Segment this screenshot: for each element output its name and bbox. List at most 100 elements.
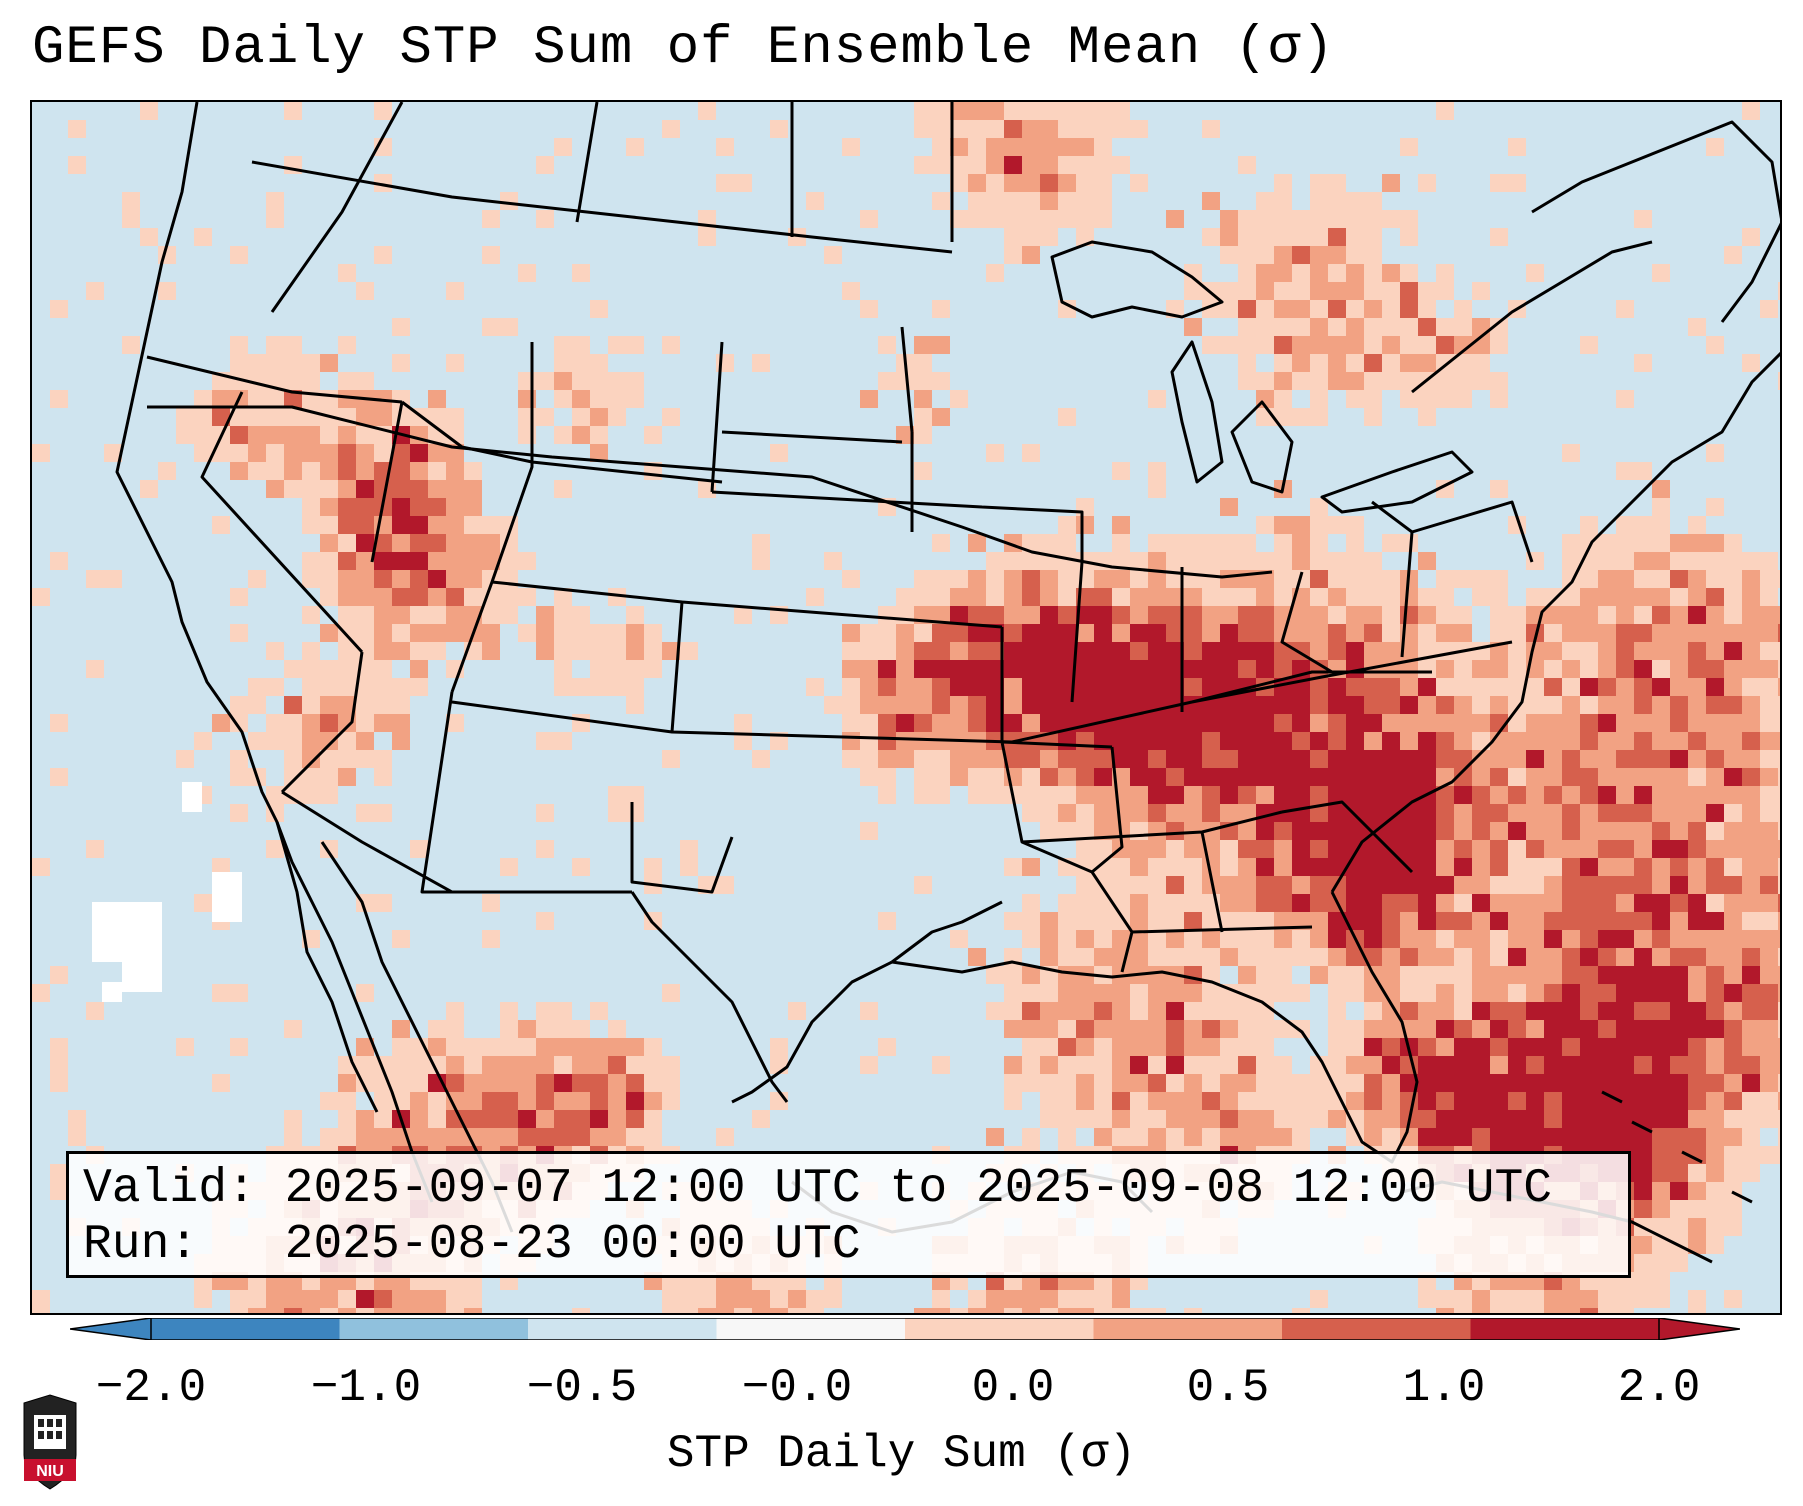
anomaly-cell xyxy=(1778,696,1780,714)
anomaly-cell xyxy=(1400,696,1418,714)
anomaly-cell xyxy=(644,1074,662,1092)
anomaly-cell xyxy=(284,372,302,390)
anomaly-cell xyxy=(608,408,626,426)
anomaly-cell xyxy=(1310,570,1328,588)
anomaly-cell xyxy=(1688,318,1706,336)
anomaly-cell xyxy=(1598,1056,1616,1074)
anomaly-cell xyxy=(1706,768,1724,786)
anomaly-cell xyxy=(1490,1110,1508,1128)
anomaly-cell xyxy=(1544,660,1562,678)
anomaly-cell xyxy=(1706,1236,1724,1254)
anomaly-cell xyxy=(1112,462,1130,480)
anomaly-cell xyxy=(1274,894,1292,912)
anomaly-cell xyxy=(572,336,590,354)
anomaly-cell xyxy=(1742,1164,1760,1182)
anomaly-cell xyxy=(1256,984,1274,1002)
anomaly-cell xyxy=(1076,984,1094,1002)
anomaly-cell xyxy=(1454,1110,1472,1128)
anomaly-cell xyxy=(842,138,860,156)
anomaly-cell xyxy=(1634,1200,1652,1218)
anomaly-cell xyxy=(1742,678,1760,696)
anomaly-cell xyxy=(1634,462,1652,480)
anomaly-cell xyxy=(1184,642,1202,660)
anomaly-cell xyxy=(1760,732,1778,750)
anomaly-cell xyxy=(122,210,140,228)
anomaly-cell xyxy=(536,1128,554,1146)
anomaly-cell xyxy=(1310,354,1328,372)
anomaly-cell xyxy=(1220,282,1238,300)
anomaly-cell xyxy=(1004,174,1022,192)
anomaly-cell xyxy=(1238,534,1256,552)
anomaly-cell xyxy=(1112,804,1130,822)
anomaly-cell xyxy=(1544,1020,1562,1038)
anomaly-cell xyxy=(1022,804,1040,822)
anomaly-cell xyxy=(1490,948,1508,966)
anomaly-cell xyxy=(1760,570,1778,588)
anomaly-cell xyxy=(1670,552,1688,570)
anomaly-cell xyxy=(248,444,266,462)
anomaly-cell xyxy=(1310,264,1328,282)
anomaly-cell xyxy=(1004,858,1022,876)
anomaly-cell xyxy=(1166,984,1184,1002)
anomaly-cell xyxy=(356,426,374,444)
anomaly-cell xyxy=(1634,1074,1652,1092)
anomaly-cell xyxy=(1382,1092,1400,1110)
anomaly-cell xyxy=(986,192,1004,210)
anomaly-cell xyxy=(1436,768,1454,786)
anomaly-cell xyxy=(716,1290,734,1308)
anomaly-cell xyxy=(1058,1092,1076,1110)
anomaly-cell xyxy=(1328,732,1346,750)
anomaly-cell xyxy=(1436,1020,1454,1038)
anomaly-cell xyxy=(1634,624,1652,642)
anomaly-cell xyxy=(932,642,950,660)
anomaly-cell xyxy=(1346,948,1364,966)
anomaly-cell xyxy=(1166,750,1184,768)
anomaly-cell xyxy=(446,462,464,480)
anomaly-cell xyxy=(1166,210,1184,228)
anomaly-cell xyxy=(590,1092,608,1110)
anomaly-cell xyxy=(1688,642,1706,660)
anomaly-cell xyxy=(1094,570,1112,588)
anomaly-cell xyxy=(1688,1164,1706,1182)
anomaly-cell xyxy=(572,606,590,624)
anomaly-cell xyxy=(878,786,896,804)
anomaly-cell xyxy=(500,588,518,606)
anomaly-cell xyxy=(1400,354,1418,372)
colorbar-tick-label: −0.0 xyxy=(741,1362,853,1414)
anomaly-cell xyxy=(1706,660,1724,678)
anomaly-cell xyxy=(914,732,932,750)
anomaly-cell xyxy=(1436,1038,1454,1056)
anomaly-cell xyxy=(1220,1110,1238,1128)
anomaly-cell xyxy=(482,1092,500,1110)
anomaly-cell xyxy=(1040,930,1058,948)
anomaly-cell xyxy=(1364,768,1382,786)
anomaly-cell xyxy=(1598,804,1616,822)
anomaly-cell xyxy=(1148,1074,1166,1092)
anomaly-cell xyxy=(1058,1290,1076,1308)
coastline-bahamas xyxy=(1601,1090,1753,1204)
anomaly-cell xyxy=(572,1020,590,1038)
anomaly-cell xyxy=(1310,642,1328,660)
anomaly-cell xyxy=(914,120,932,138)
anomaly-cell xyxy=(464,1092,482,1110)
anomaly-cell xyxy=(1256,408,1274,426)
anomaly-cell xyxy=(1490,1290,1508,1308)
anomaly-cell xyxy=(896,696,914,714)
anomaly-cell xyxy=(1742,1056,1760,1074)
anomaly-cell xyxy=(1616,912,1634,930)
anomaly-cell xyxy=(644,858,662,876)
colorbar-label: STP Daily Sum (σ) xyxy=(666,1428,1137,1480)
anomaly-cell xyxy=(950,102,968,120)
anomaly-cell xyxy=(1652,786,1670,804)
anomaly-cell xyxy=(1094,1056,1112,1074)
anomaly-cell xyxy=(1580,696,1598,714)
anomaly-cell xyxy=(1346,1056,1364,1074)
anomaly-cell xyxy=(1670,642,1688,660)
anomaly-cell xyxy=(1364,318,1382,336)
anomaly-cell xyxy=(266,192,284,210)
anomaly-cell xyxy=(1292,354,1310,372)
anomaly-cell xyxy=(1652,1020,1670,1038)
anomaly-cell xyxy=(1472,930,1490,948)
anomaly-cell xyxy=(518,1074,536,1092)
anomaly-cell xyxy=(1148,1002,1166,1020)
